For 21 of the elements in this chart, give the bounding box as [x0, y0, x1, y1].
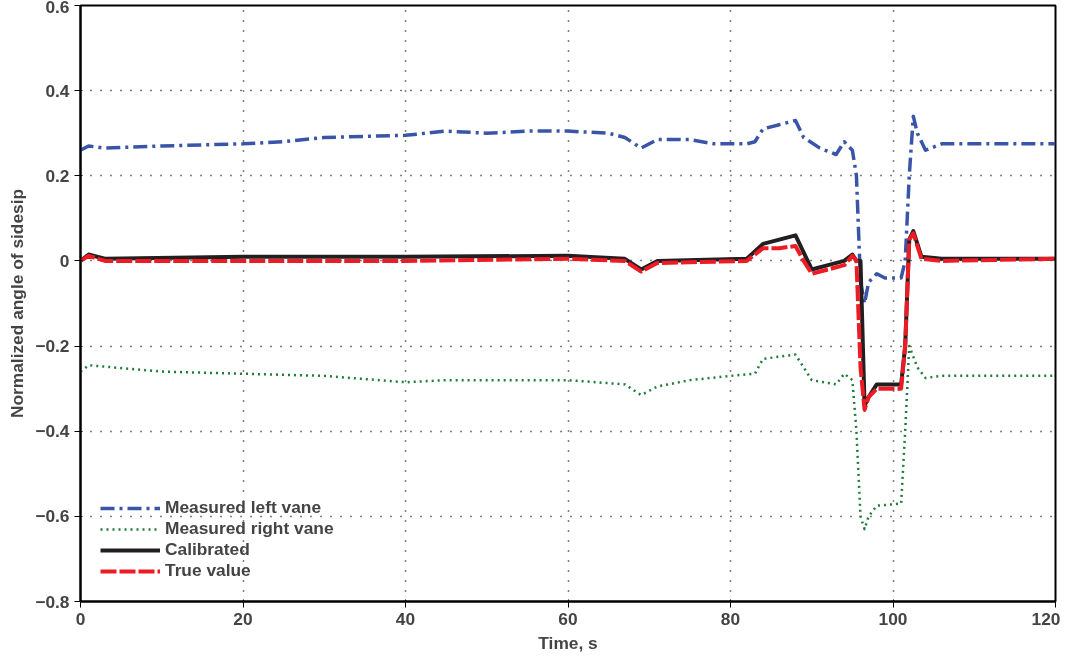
legend-label: Calibrated: [165, 539, 250, 560]
y-tick-label: 0: [59, 250, 70, 271]
y-tick-label: −0.4: [35, 421, 70, 442]
y-tick-label: 0.6: [45, 0, 70, 17]
y-tick-label: −0.6: [35, 506, 70, 527]
x-tick-label: 120: [1031, 608, 1061, 629]
y-tick-label: 0.4: [45, 80, 70, 101]
y-axis-title: Normalized angle of sidesip: [7, 188, 28, 419]
x-tick-label: 40: [395, 608, 416, 629]
x-tick-label: 20: [233, 608, 253, 629]
legend-label: Measured right vane: [165, 518, 334, 539]
y-tick-label: 0.2: [45, 165, 70, 186]
legend-label: True value: [165, 560, 251, 581]
legend-label: Measured left vane: [165, 497, 322, 518]
x-tick-label: 100: [878, 608, 908, 629]
x-tick-label: 60: [558, 608, 578, 629]
y-tick-label: −0.8: [35, 591, 70, 612]
x-tick-label: 0: [75, 608, 86, 629]
y-tick-label: −0.2: [35, 336, 70, 357]
x-axis-title: Time, s: [538, 632, 598, 653]
x-tick-label: 80: [720, 608, 741, 629]
